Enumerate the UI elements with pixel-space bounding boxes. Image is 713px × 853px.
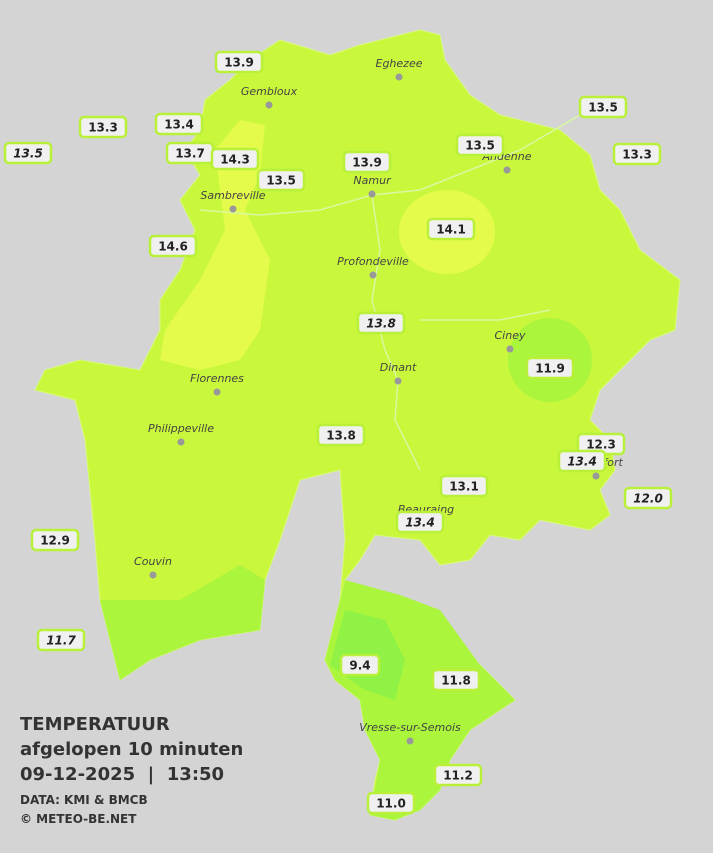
legend-title: TEMPERATUUR bbox=[20, 714, 170, 735]
station-box bbox=[439, 474, 489, 498]
station-box bbox=[210, 147, 260, 171]
station-reading: 13.8 bbox=[326, 429, 356, 443]
station-reading: 13.9 bbox=[352, 156, 382, 170]
station-box bbox=[431, 668, 481, 692]
station-reading: 13.3 bbox=[88, 121, 118, 135]
town-dot bbox=[592, 472, 600, 480]
town-label: Vresse-sur-Semois bbox=[359, 721, 461, 734]
legend-period: afgelopen 10 minuten bbox=[20, 739, 243, 760]
station-reading: 13.5 bbox=[465, 139, 495, 153]
station-box bbox=[366, 791, 416, 815]
station-reading: 11.2 bbox=[443, 769, 473, 783]
station-box bbox=[316, 423, 366, 447]
station-box bbox=[3, 141, 53, 165]
station-reading: 13.5 bbox=[13, 147, 43, 161]
station-box bbox=[623, 486, 673, 510]
town-dot bbox=[503, 166, 511, 174]
station-box bbox=[557, 449, 607, 473]
station-box bbox=[148, 234, 198, 258]
town-dot bbox=[368, 190, 376, 198]
town-label: Couvin bbox=[134, 555, 172, 568]
station-box bbox=[154, 112, 204, 136]
cool-zone bbox=[100, 565, 265, 680]
town-label: Namur bbox=[353, 174, 392, 187]
station-box bbox=[426, 217, 476, 241]
legend-timestamp: 09-12-2025 | 13:50 bbox=[20, 764, 224, 785]
town-label: Florennes bbox=[190, 372, 244, 385]
station-box bbox=[339, 653, 381, 677]
station-box bbox=[525, 356, 575, 380]
town-dot bbox=[229, 205, 237, 213]
town-dot bbox=[149, 571, 157, 579]
station-box bbox=[395, 510, 445, 534]
town-dot bbox=[395, 73, 403, 81]
station-box bbox=[30, 528, 80, 552]
town-dot bbox=[213, 388, 221, 396]
station-reading: 13.4 bbox=[567, 455, 597, 469]
station-reading: 11.0 bbox=[376, 797, 406, 811]
town-label: Profondeville bbox=[337, 255, 409, 268]
town-dot bbox=[265, 101, 273, 109]
town-label: Eghezee bbox=[376, 57, 423, 70]
town-dot bbox=[369, 271, 377, 279]
station-box bbox=[612, 142, 662, 166]
station-box bbox=[356, 311, 406, 335]
station-reading: 13.9 bbox=[224, 56, 254, 70]
station-box bbox=[433, 763, 483, 787]
station-box bbox=[36, 628, 86, 652]
warm-zone bbox=[160, 120, 270, 370]
station-box bbox=[256, 168, 306, 192]
station-reading: 11.7 bbox=[46, 634, 76, 648]
town-label: Ciney bbox=[495, 329, 526, 342]
station-box bbox=[78, 115, 128, 139]
station-reading: 9.4 bbox=[349, 659, 370, 673]
station-reading: 13.5 bbox=[588, 101, 618, 115]
town-dot bbox=[506, 345, 514, 353]
station-reading: 12.9 bbox=[40, 534, 70, 548]
station-reading: 12.0 bbox=[633, 492, 663, 506]
town-label: Philippeville bbox=[148, 422, 214, 435]
station-reading: 13.7 bbox=[175, 147, 205, 161]
station-box bbox=[214, 50, 264, 74]
town-dot bbox=[406, 737, 414, 745]
station-reading: 13.5 bbox=[266, 174, 296, 188]
town-label: Dinant bbox=[380, 361, 417, 374]
station-reading: 11.8 bbox=[441, 674, 471, 688]
station-reading: 13.8 bbox=[366, 317, 396, 331]
station-reading: 12.3 bbox=[586, 438, 616, 452]
river bbox=[199, 114, 581, 471]
station-reading: 13.3 bbox=[622, 148, 652, 162]
station-box bbox=[578, 95, 628, 119]
station-reading: 14.6 bbox=[158, 240, 188, 254]
station-box bbox=[342, 150, 392, 174]
town-dot bbox=[394, 377, 402, 385]
station-reading: 14.3 bbox=[220, 153, 250, 167]
town-label: Gembloux bbox=[241, 85, 298, 98]
station-box bbox=[455, 133, 505, 157]
town-label: Sambreville bbox=[200, 189, 265, 202]
station-reading: 13.4 bbox=[164, 118, 194, 132]
legend-source: DATA: KMI & BMCB bbox=[20, 793, 148, 807]
town-dot bbox=[177, 438, 185, 446]
station-reading: 11.9 bbox=[535, 362, 565, 376]
station-reading: 13.1 bbox=[449, 480, 479, 494]
station-reading: 13.4 bbox=[405, 516, 435, 530]
station-reading: 14.1 bbox=[436, 223, 466, 237]
legend-copyright: © METEO-BE.NET bbox=[20, 812, 137, 826]
